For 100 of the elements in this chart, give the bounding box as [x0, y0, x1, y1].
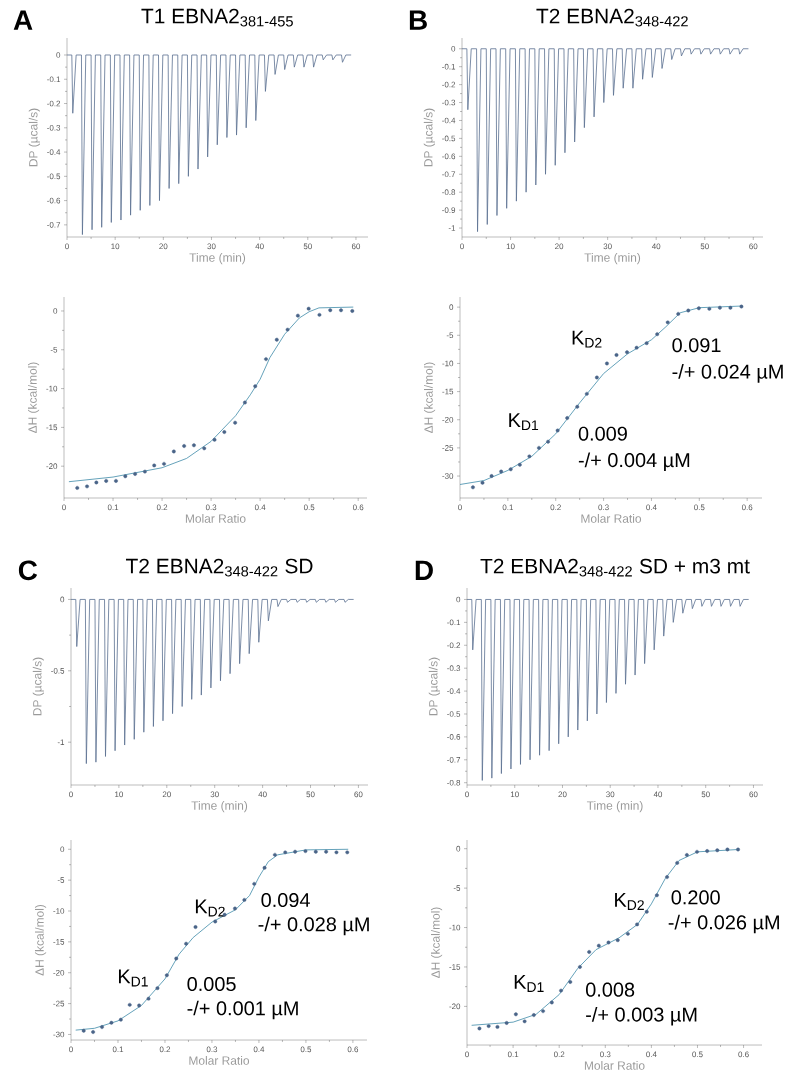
point — [162, 461, 166, 466]
point — [264, 357, 268, 361]
point — [522, 1019, 527, 1024]
x-axis-title: Molar Ratio — [189, 1056, 250, 1065]
x-axis-title: Time (min) — [191, 801, 248, 813]
point — [477, 1026, 482, 1031]
point — [471, 485, 475, 490]
point — [489, 474, 494, 478]
point — [614, 353, 619, 357]
point — [605, 361, 609, 366]
annotation: 0.200 — [671, 890, 720, 905]
point — [625, 350, 629, 355]
point — [317, 312, 322, 317]
text: D — [415, 560, 433, 580]
x-axis-title: Time (min) — [586, 801, 643, 813]
point — [707, 306, 712, 311]
point — [499, 469, 504, 474]
point — [587, 950, 592, 954]
point — [233, 420, 238, 425]
point — [676, 312, 681, 316]
point — [675, 860, 680, 865]
y-axis-title: DP (µcal/s) — [428, 657, 440, 716]
point — [596, 943, 601, 948]
annotation: K$_{D2}$ — [572, 330, 602, 348]
point — [295, 313, 300, 318]
line-series — [461, 48, 749, 233]
point — [164, 973, 169, 978]
point — [85, 484, 89, 489]
point — [143, 469, 147, 474]
point — [324, 849, 329, 854]
point — [665, 875, 669, 879]
point — [222, 430, 227, 434]
point — [293, 849, 298, 854]
point — [274, 337, 279, 342]
chart-title: T2 EBNA2$_{348-422}$ SD — [125, 558, 313, 577]
text: C — [18, 560, 38, 581]
point — [133, 472, 137, 476]
point — [81, 1028, 86, 1033]
point — [634, 345, 639, 350]
point — [725, 847, 730, 852]
annotation: K$_{D2}$ — [615, 893, 644, 910]
point — [625, 931, 630, 936]
point — [546, 439, 550, 444]
point — [252, 881, 257, 886]
point — [644, 341, 649, 346]
y-axis-title: DP (µcal/s) — [28, 108, 40, 167]
point — [118, 1017, 123, 1022]
y-axis-title: ΔH (kcal/mol) — [27, 362, 40, 434]
chart-title: T2 EBNA2$_{348-422}$ — [536, 8, 688, 27]
point — [684, 853, 689, 857]
annotation: K$_{D1}$ — [514, 975, 544, 992]
point — [174, 956, 179, 961]
annotation: 0.005 — [187, 976, 236, 992]
point — [715, 848, 720, 853]
point — [350, 309, 355, 313]
point — [644, 909, 649, 914]
y-axis-title: ΔH (kcal/mol) — [430, 907, 443, 979]
chart-title: T2 EBNA2$_{348-422}$ SD + m3 mt — [480, 558, 750, 577]
y-axis-title: DP (µcal/s) — [32, 657, 44, 716]
point — [549, 1000, 554, 1005]
point — [486, 1024, 491, 1028]
annotation: -/+ 0.004 µM — [578, 452, 690, 472]
point — [717, 305, 722, 310]
point — [655, 332, 660, 337]
point — [313, 849, 318, 854]
point — [75, 486, 80, 490]
line-series — [68, 306, 354, 483]
point — [213, 919, 218, 924]
annotation: -/+ 0.001 µM — [187, 1000, 298, 1020]
point — [192, 443, 196, 448]
x-axis-title: Time (min) — [584, 253, 641, 265]
point — [123, 474, 128, 479]
annotation: K$_{D1}$ — [509, 413, 539, 431]
annotation: 0.008 — [585, 982, 635, 997]
point — [555, 428, 560, 433]
point — [665, 320, 670, 325]
point — [146, 996, 151, 1001]
point — [739, 304, 744, 309]
annotation: -/+ 0.024 µM — [672, 364, 783, 383]
point — [253, 384, 258, 389]
annotation: K$_{D1}$ — [118, 969, 148, 987]
point — [184, 941, 189, 946]
point — [243, 400, 247, 405]
point — [127, 1002, 132, 1007]
point — [242, 897, 247, 902]
point — [100, 1025, 104, 1029]
point — [575, 404, 580, 409]
point — [537, 446, 541, 450]
annotation: -/+ 0.026 µM — [668, 914, 779, 934]
y-axis-title: ΔH (kcal/mol) — [423, 362, 436, 434]
point — [212, 437, 217, 442]
point — [695, 849, 699, 854]
point — [262, 865, 267, 870]
annotation: K$_{D2}$ — [195, 899, 225, 917]
point — [504, 1021, 509, 1025]
point — [182, 444, 187, 448]
point — [531, 1013, 536, 1017]
point — [686, 308, 691, 313]
point — [283, 850, 288, 855]
point — [541, 1009, 545, 1014]
